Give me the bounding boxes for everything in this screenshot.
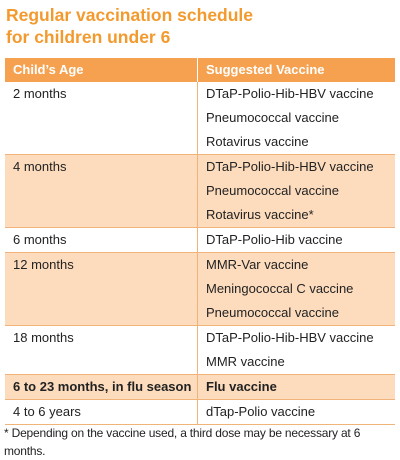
age: 4 months bbox=[5, 155, 198, 227]
vaccine: Flu vaccine bbox=[206, 379, 277, 394]
vaccines: dTap-Polio vaccine bbox=[198, 400, 395, 424]
vaccines: MMR-Var vaccine Meningococcal C vaccine … bbox=[198, 253, 395, 325]
vaccine: DTaP-Polio-Hib-HBV vaccine bbox=[206, 159, 374, 174]
row: 18 months DTaP-Polio-Hib-HBV vaccine MMR… bbox=[5, 326, 395, 375]
vaccines: DTaP-Polio-Hib vaccine bbox=[198, 228, 395, 252]
vaccine: MMR vaccine bbox=[206, 354, 285, 369]
header-cell: Suggested Vaccine bbox=[206, 62, 325, 77]
vaccine: Rotavirus vaccine bbox=[206, 134, 309, 149]
vaccine: Meningococcal C vaccine bbox=[206, 281, 354, 296]
vaccines: DTaP-Polio-Hib-HBV vaccine Pneumococcal … bbox=[198, 155, 395, 227]
vaccine: Pneumococcal vaccine bbox=[206, 110, 339, 125]
title-line: Regular vaccination schedule bbox=[6, 5, 254, 25]
row: 6 to 23 months, in flu season Flu vaccin… bbox=[5, 375, 395, 400]
row: 2 months DTaP-Polio-Hib-HBV vaccine Pneu… bbox=[5, 82, 395, 155]
vaccine: DTaP-Polio-Hib-HBV vaccine bbox=[206, 86, 374, 101]
vaccine: DTaP-Polio-Hib-HBV vaccine bbox=[206, 330, 374, 345]
vaccines: DTaP-Polio-Hib-HBV vaccine Pneumococcal … bbox=[198, 82, 395, 154]
vaccines: DTaP-Polio-Hib-HBV vaccine MMR vaccine bbox=[198, 326, 395, 374]
header-row: Child’s Age Suggested Vaccine bbox=[5, 58, 395, 82]
footnote: * Depending on the vaccine used, a third… bbox=[4, 426, 361, 458]
vaccine: Pneumococcal vaccine bbox=[206, 305, 339, 320]
row: 6 months DTaP-Polio-Hib vaccine bbox=[5, 228, 395, 253]
age: 12 months bbox=[5, 253, 198, 325]
title-line: for children under 6 bbox=[6, 27, 171, 47]
age: 2 months bbox=[5, 82, 198, 154]
age: 6 months bbox=[5, 228, 198, 252]
header-cell: Child’s Age bbox=[5, 58, 198, 82]
vaccine: dTap-Polio vaccine bbox=[206, 404, 316, 419]
vaccines: Flu vaccine bbox=[198, 375, 395, 399]
row: 12 months MMR-Var vaccine Meningococcal … bbox=[5, 253, 395, 326]
age: 18 months bbox=[5, 326, 198, 374]
vaccine: Pneumococcal vaccine bbox=[206, 183, 339, 198]
vaccine: MMR-Var vaccine bbox=[206, 257, 309, 272]
row: 4 months DTaP-Polio-Hib-HBV vaccine Pneu… bbox=[5, 155, 395, 228]
vaccine: Rotavirus vaccine* bbox=[206, 207, 314, 222]
vaccine: DTaP-Polio-Hib vaccine bbox=[206, 232, 343, 247]
age: 4 to 6 years bbox=[5, 400, 198, 424]
age: 6 to 23 months, in flu season bbox=[5, 375, 198, 399]
row: 4 to 6 years dTap-Polio vaccine bbox=[5, 400, 395, 425]
title: Regular vaccination schedule for childre… bbox=[6, 4, 253, 48]
schedule-table: Child’s Age Suggested Vaccine 2 months D… bbox=[5, 58, 395, 425]
